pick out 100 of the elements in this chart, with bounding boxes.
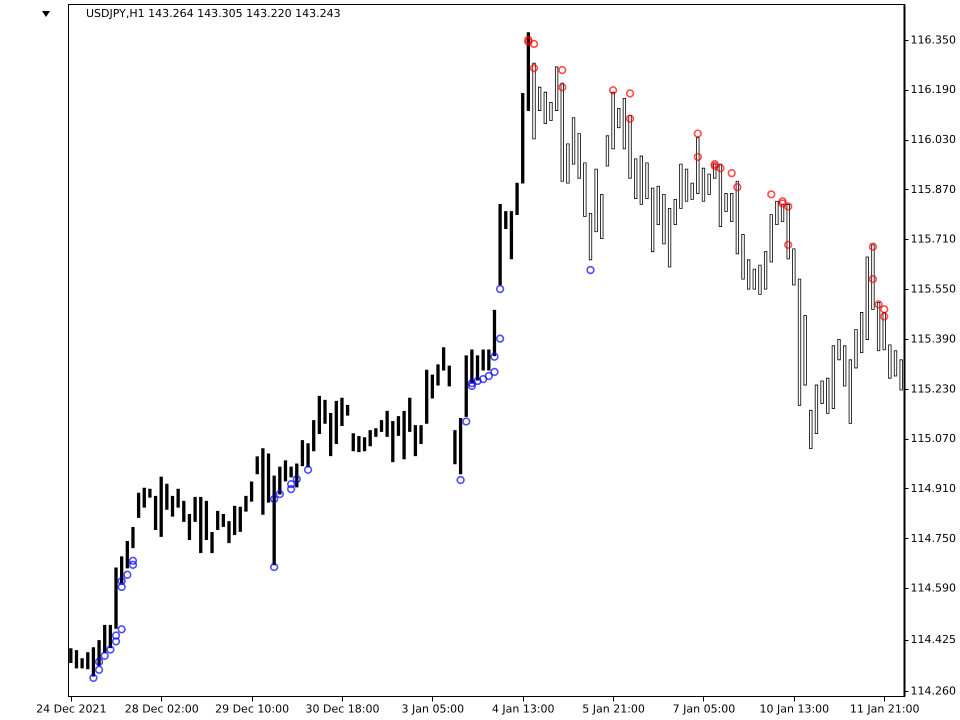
point	[710, 160, 719, 168]
point	[880, 312, 888, 321]
point	[608, 86, 618, 94]
y-tick-label: 114.750	[910, 532, 956, 545]
point	[496, 334, 504, 343]
candlestick	[368, 430, 372, 446]
point	[490, 352, 499, 361]
point	[586, 266, 595, 274]
point	[868, 274, 878, 284]
point	[94, 666, 104, 674]
x-tick-label: 29 Dec 10:00	[215, 702, 290, 716]
candlestick	[256, 456, 259, 474]
x-tick-label: 4 Jan 13:00	[492, 702, 555, 716]
candlestick	[820, 380, 824, 404]
x-tick-label: 24 Dec 2021	[36, 702, 106, 716]
point	[89, 674, 98, 682]
candlestick	[538, 86, 542, 111]
candlestick	[380, 420, 384, 432]
x-tick-label: 28 Dec 02:00	[124, 702, 199, 716]
point	[106, 645, 115, 654]
candlestick	[227, 521, 231, 544]
point	[728, 169, 736, 178]
x-tick-label: 3 Jan 05:00	[402, 702, 464, 716]
y-tick-label: 114.260	[910, 684, 956, 698]
point	[524, 38, 533, 46]
candlestick	[284, 460, 288, 482]
point	[710, 162, 719, 170]
point	[716, 164, 725, 172]
x-tick-label: 5 Jan 21:00	[582, 702, 645, 716]
candlestick	[436, 364, 440, 386]
point	[118, 582, 126, 592]
y-tick-label: 115.870	[910, 182, 956, 196]
y-tick-label: 115.070	[910, 432, 956, 446]
y-tick-label: 116.350	[910, 33, 956, 46]
point	[868, 242, 878, 251]
candlestick	[419, 425, 423, 444]
candlestick	[487, 349, 490, 370]
candlestick	[210, 532, 214, 554]
point	[112, 631, 120, 640]
candlestick	[724, 193, 728, 212]
candlestick	[176, 488, 180, 508]
candlestick	[504, 211, 508, 230]
candlestick	[352, 433, 355, 452]
point	[128, 556, 138, 565]
candlestick	[289, 466, 293, 478]
point	[490, 368, 499, 376]
point	[694, 129, 702, 138]
point	[784, 240, 792, 249]
point	[123, 570, 132, 579]
point	[456, 476, 465, 484]
point	[292, 475, 301, 484]
candlestick	[362, 437, 366, 452]
candlestick	[707, 174, 711, 195]
y-tick-label: 116.190	[910, 83, 956, 96]
point	[118, 625, 126, 634]
chart-title: USDJPY,H1 143.264 143.305 143.220 143.243	[86, 7, 341, 20]
candlestick	[74, 650, 78, 668]
point	[558, 66, 566, 74]
point	[94, 658, 104, 666]
y-tick-label: 115.230	[910, 382, 956, 396]
y-tick-label: 115.390	[910, 332, 956, 346]
point	[479, 374, 488, 384]
point	[880, 305, 888, 314]
point	[468, 382, 476, 390]
point	[733, 183, 742, 192]
point	[112, 637, 120, 646]
candlestick	[752, 268, 756, 290]
candlestick	[222, 514, 225, 527]
candlestick	[448, 366, 451, 386]
point	[304, 466, 312, 474]
point	[626, 114, 634, 123]
x-tick-label: 30 Dec 18:00	[305, 702, 380, 716]
point	[270, 562, 278, 572]
candlestick	[323, 400, 327, 424]
candlestick	[170, 496, 174, 517]
y-tick-label: 114.425	[910, 633, 956, 646]
candlestick	[775, 200, 779, 225]
point	[286, 480, 296, 488]
y-tick-label: 116.030	[910, 133, 956, 146]
y-tick-label: 114.910	[910, 482, 956, 495]
point	[530, 40, 538, 48]
candlestick	[250, 482, 254, 502]
point	[626, 89, 634, 98]
candlestick	[396, 416, 400, 436]
point	[100, 652, 109, 660]
x-tick-label: 10 Jan 13:00	[760, 702, 830, 716]
candlestick	[108, 624, 112, 648]
point	[784, 202, 792, 211]
candlestick	[430, 374, 434, 399]
y-tick-label: 114.590	[910, 582, 956, 595]
candlestick	[182, 500, 186, 522]
point	[473, 376, 482, 386]
x-tick-label: 11 Jan 21:00	[850, 702, 920, 716]
candlestick	[142, 488, 146, 508]
candlestick	[80, 658, 84, 668]
point	[530, 64, 538, 72]
candlestick	[244, 496, 248, 512]
point	[524, 36, 533, 44]
candlestick	[617, 108, 620, 128]
point	[286, 484, 296, 494]
